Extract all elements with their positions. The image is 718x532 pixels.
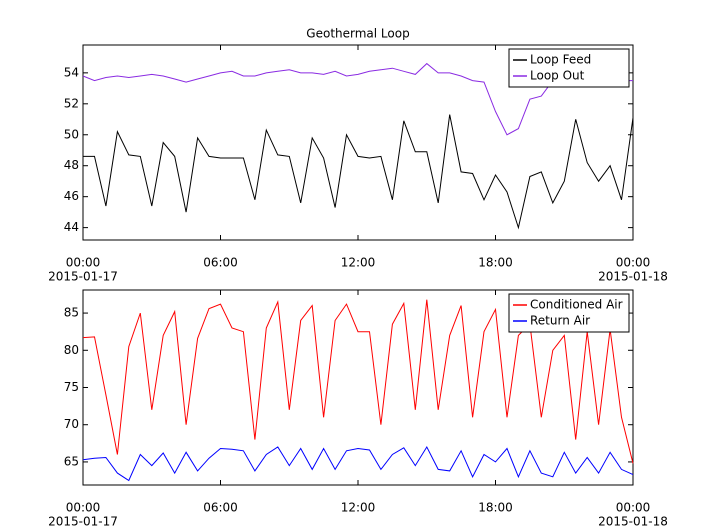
legend-box (508, 48, 630, 88)
x-tick-label: 12:00 (341, 501, 376, 515)
x-tick-label: 18:00 (478, 501, 513, 515)
y-tick-label: 48 (64, 158, 79, 172)
y-tick-label: 80 (64, 343, 79, 357)
legend-label: Loop Feed (530, 53, 591, 67)
x-tick-label: 00:00 (616, 501, 651, 515)
y-tick-label: 46 (64, 189, 79, 203)
legend-box (508, 293, 630, 333)
y-tick-label: 75 (64, 380, 79, 394)
x-tick-label: 00:00 (616, 256, 651, 270)
series-line (83, 114, 634, 230)
legend-label: Conditioned Air (530, 298, 623, 312)
y-tick-label: 70 (64, 417, 79, 431)
chart-title: Geothermal Loop (306, 27, 409, 41)
x-tick-label: 06:00 (203, 501, 238, 515)
series-line (82, 62, 633, 136)
x-tick-date: 2015-01-17 (48, 270, 118, 284)
series-line (82, 299, 634, 464)
y-tick-label: 65 (64, 454, 79, 468)
y-tick-label: 85 (64, 306, 79, 320)
y-tick-label: 54 (64, 65, 79, 79)
x-tick-date: 2015-01-18 (598, 270, 668, 284)
x-tick-label: 12:00 (341, 256, 376, 270)
x-tick-date: 2015-01-18 (598, 515, 668, 529)
x-tick-label: 00:00 (66, 501, 101, 515)
x-tick-date: 2015-01-17 (48, 515, 118, 529)
series-line (82, 445, 634, 482)
x-tick-label: 06:00 (203, 256, 238, 270)
y-tick-label: 50 (64, 127, 79, 141)
y-tick-label: 52 (64, 96, 79, 110)
x-tick-label: 00:00 (66, 256, 101, 270)
x-tick-label: 18:00 (478, 256, 513, 270)
y-tick-label: 44 (64, 220, 79, 234)
legend-label: Loop Out (530, 69, 585, 83)
legend-label: Return Air (530, 314, 590, 328)
